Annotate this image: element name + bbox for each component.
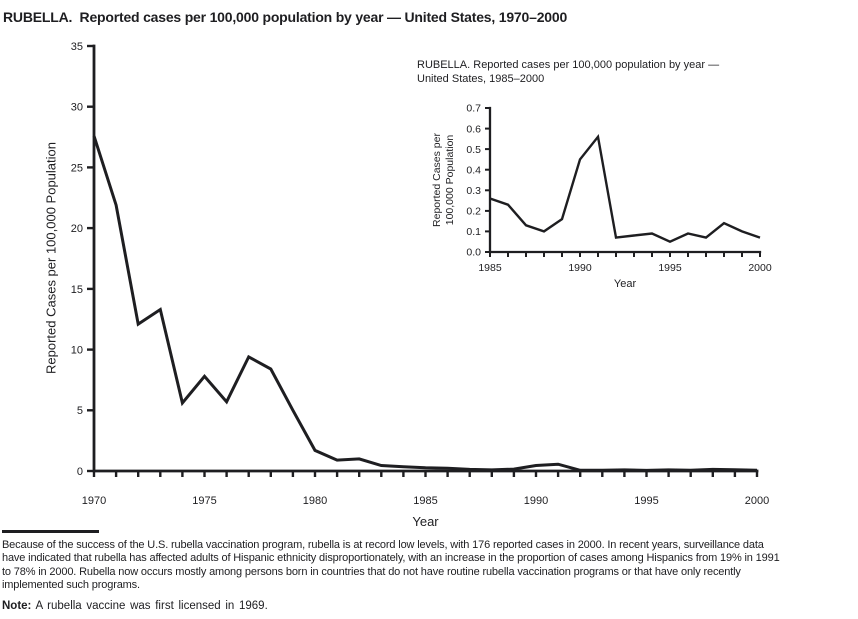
data-line	[489, 133, 761, 244]
footnote: Because of the success of the U.S. rubel…	[2, 539, 858, 593]
y-tick-label: 0	[77, 466, 83, 478]
note: Note: A rubella vaccine was first licens…	[2, 600, 268, 612]
x-tick-label: 1990	[568, 262, 592, 274]
note-body: A rubella vaccine was first licensed in …	[35, 600, 268, 612]
axis-line	[92, 44, 759, 473]
x-tick-label: 1985	[413, 495, 437, 507]
x-tick-label: 1995	[634, 495, 658, 507]
y-tick-label: 0.4	[466, 164, 481, 176]
y-tick-label: 25	[71, 162, 83, 174]
y-tick-label: 5	[77, 405, 83, 417]
y-tick-label: 35	[71, 41, 83, 53]
y-tick-label: 0.0	[466, 247, 481, 259]
x-tick-label: 1990	[524, 495, 548, 507]
footnote-line: implemented such programs.	[2, 579, 140, 592]
x-tick-label: 1975	[192, 495, 216, 507]
y-tick-label: 0.6	[466, 123, 481, 135]
x-tick-label: 2000	[745, 495, 769, 507]
footnote-line: have indicated that rubella has affected…	[2, 552, 780, 565]
y-tick-label: 0.1	[466, 226, 481, 238]
footnote-divider-rule	[2, 530, 99, 533]
x-axis-title: Year	[614, 278, 637, 290]
footnote-line: to 78% in 2000. Rubella now occurs mostl…	[2, 565, 741, 578]
x-axis-title: Year	[412, 514, 439, 529]
y-tick-label: 30	[71, 102, 83, 114]
y-axis-title: Reported Cases per 100,000 Population	[44, 142, 59, 374]
page-title: RUBELLA. Reported cases per 100,000 popu…	[3, 9, 568, 25]
y-axis-title: 100,000 Population	[444, 135, 456, 226]
y-tick-label: 10	[71, 344, 83, 356]
chart-title-line: RUBELLA. Reported cases per 100,000 popu…	[417, 59, 719, 71]
x-tick-label: 1980	[303, 495, 327, 507]
y-tick-label: 0.7	[466, 103, 481, 115]
y-axis-title: Reported Cases per	[431, 133, 443, 227]
x-tick-label: 1970	[82, 495, 106, 507]
note-label: Note:	[2, 600, 32, 612]
y-tick-label: 0.2	[466, 206, 481, 218]
x-tick-label: 1995	[658, 262, 682, 274]
y-tick-label: 15	[71, 284, 83, 296]
chart-title-line: United States, 1985–2000	[417, 73, 544, 85]
y-tick-label: 20	[71, 223, 83, 235]
y-tick-label: 0.3	[466, 185, 481, 197]
x-tick-label: 1985	[478, 262, 502, 274]
main-chart: 0 5 10 15 20 25 30 35 1970 1975 1980 1985 1990 1995 20…	[44, 41, 770, 529]
footnote-line: Because of the success of the U.S. rubel…	[2, 539, 764, 551]
x-tick-label: 2000	[748, 262, 772, 274]
data-line	[92, 135, 758, 472]
y-tick-label: 0.5	[466, 144, 481, 156]
inset-chart: 0.0 0.1 0.2 0.3 0.4 0.5 0.6 0.7 1985 1990 1995 2000…	[417, 59, 772, 290]
axis-line	[488, 106, 762, 254]
